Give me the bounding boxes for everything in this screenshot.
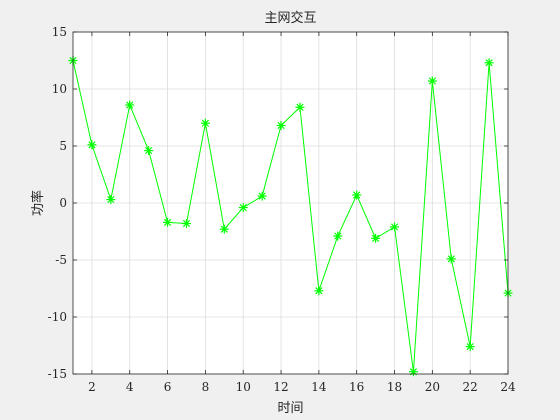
x-axis-label: 时间	[277, 401, 303, 416]
data-point-marker	[295, 102, 305, 112]
chart-title: 主网交互	[264, 10, 316, 26]
data-point-marker	[257, 191, 267, 201]
data-point-marker	[238, 203, 248, 213]
data-point-marker	[87, 140, 97, 150]
data-point-marker	[333, 231, 343, 241]
y-tick-label: 0	[59, 196, 67, 210]
x-tick-label: 10	[236, 380, 251, 394]
x-tick-label: 14	[311, 380, 327, 394]
x-tick-label: 12	[273, 380, 288, 394]
data-point-marker	[446, 254, 456, 264]
x-tick-label: 8	[202, 380, 210, 394]
data-point-marker	[408, 367, 418, 377]
data-point-marker	[465, 342, 475, 352]
x-tick-label: 24	[500, 380, 516, 394]
y-tick-label: -5	[55, 253, 67, 267]
x-tick-label: 20	[425, 380, 440, 394]
data-point-marker	[314, 286, 324, 296]
data-point-marker	[484, 58, 494, 68]
data-point-marker	[200, 118, 210, 128]
x-tick-label: 18	[387, 380, 402, 394]
x-tick-label: 2	[88, 380, 96, 394]
y-tick-label: -15	[48, 367, 67, 381]
series-line	[72, 60, 509, 372]
data-point-marker	[371, 233, 381, 243]
x-tick-label: 16	[349, 380, 364, 394]
y-tick-label: 5	[59, 139, 67, 153]
y-tick-label: -10	[48, 310, 67, 324]
x-tick-label: 22	[463, 380, 478, 394]
data-point-marker	[427, 76, 437, 86]
data-point-marker	[390, 222, 400, 232]
data-point-marker	[352, 190, 362, 200]
data-point-marker	[163, 217, 173, 227]
y-tick-label: 10	[52, 82, 67, 96]
data-point-marker	[276, 120, 286, 130]
y-axis-label: 功率	[30, 190, 46, 216]
data-point-marker	[144, 146, 154, 156]
y-tick-label: 15	[52, 25, 67, 39]
x-tick-label: 4	[126, 380, 134, 394]
data-point-marker	[219, 224, 229, 234]
x-tick-label: 6	[164, 380, 172, 394]
data-point-marker	[106, 195, 116, 205]
data-point-marker	[181, 219, 191, 229]
data-point-marker	[125, 100, 135, 110]
